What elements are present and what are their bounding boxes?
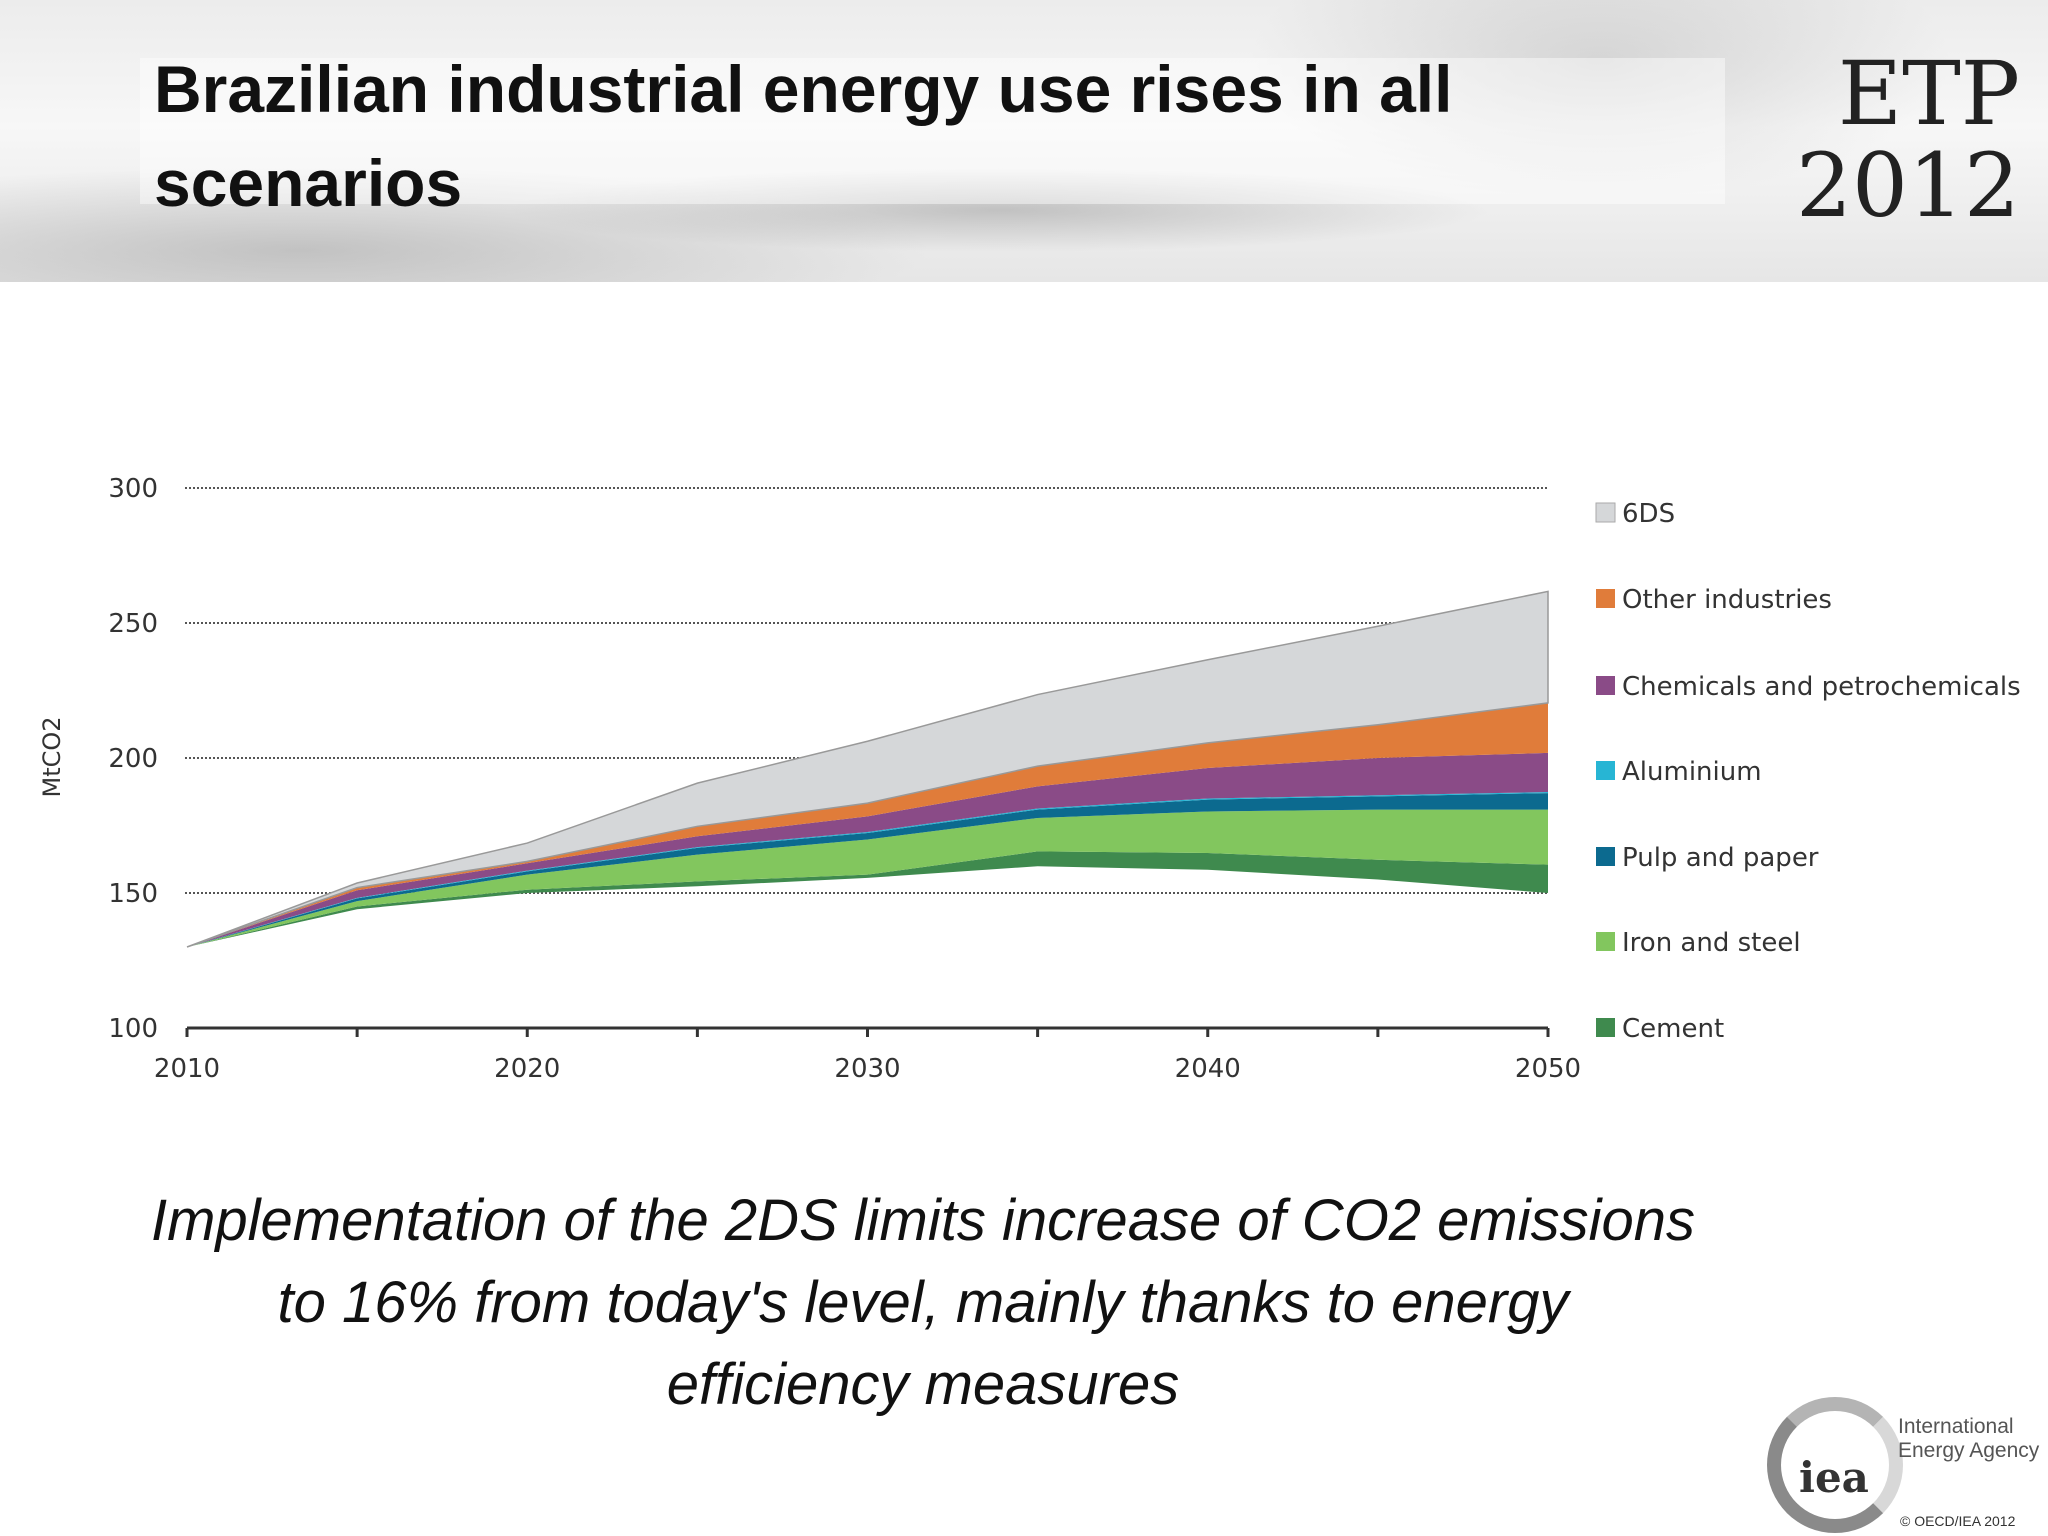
iea-org-name: International Energy Agency [1898,1415,2039,1463]
legend: 6DS Other industries Chemicals and petroch… [1595,499,2021,1044]
org-line-2: Energy Agency [1898,1439,2040,1462]
y-tick-label: 300 [108,474,158,504]
area-pulp-and-paper [187,793,1548,947]
legend-label: Other industries [1622,585,1832,615]
legend-label: Aluminium [1622,757,1762,787]
caption-line-1: Implementation of the 2DS limits increas… [150,1188,1696,1253]
legend-swatch [1596,847,1615,866]
area-iron-and-steel [187,809,1548,947]
legend-label: Pulp and paper [1622,843,1819,873]
caption: Implementation of the 2DS limits increas… [60,1180,1786,1426]
area-6ds [186,590,1549,948]
legend-swatch [1596,589,1615,608]
x-tick-label: 2050 [1515,1054,1581,1084]
x-tick-label: 2020 [494,1054,560,1084]
y-tick-label: 100 [108,1014,158,1044]
legend-label: Chemicals and petrochemicals [1622,672,2021,702]
y-tick-label: 200 [108,744,158,774]
y-tick-label: 250 [108,609,158,639]
etp-logo-line2: 2012 [1796,134,2020,237]
emissions-area-chart: 100 150 200 250 300 MtCO2 2010 2020 2030 2040 2050… [38,474,2021,1084]
etp-logo-line1: ETP [1837,42,2020,145]
etp-2012-logo: ETP 2012 [1780,48,2020,232]
area-other-industries [187,702,1548,947]
legend-swatch [1596,761,1615,780]
axes: 100 150 200 250 300 MtCO2 2010 2020 2030 2040 2050 [38,474,1581,1084]
x-tick-label: 2030 [834,1054,900,1084]
legend-label: Cement [1622,1014,1724,1044]
copyright: © OECD/IEA 2012 [1900,1513,2016,1529]
legend-label: 6DS [1622,499,1675,529]
x-tick-label: 2010 [154,1054,220,1084]
x-tick-label: 2040 [1175,1054,1241,1084]
legend-swatch [1596,932,1615,951]
area-cement [187,851,1548,947]
slide-title: Brazilian industrial energy use rises in… [154,52,1453,220]
area-bands [186,590,1549,948]
header-banner: Brazilian industrial energy use rises in… [0,0,2048,282]
y-tick-label: 150 [108,879,158,909]
iea-logo: iea International Energy Agency © OECD/I… [1755,1395,2045,1535]
legend-swatch [1596,1018,1615,1037]
title-backdrop [140,58,1725,204]
caption-line-3: efficiency measures [666,1352,1180,1417]
org-line-1: International [1898,1415,2014,1438]
caption-line-2: to 16% from today's level, mainly thanks… [277,1270,1569,1335]
legend-label: Iron and steel [1622,928,1801,958]
area-chemicals-and-petrochemicals [187,752,1548,947]
legend-swatch [1596,676,1615,695]
legend-swatch [1595,502,1616,523]
iea-logo-text: iea [1799,1453,1869,1502]
y-axis-label: MtCO2 [38,716,66,797]
